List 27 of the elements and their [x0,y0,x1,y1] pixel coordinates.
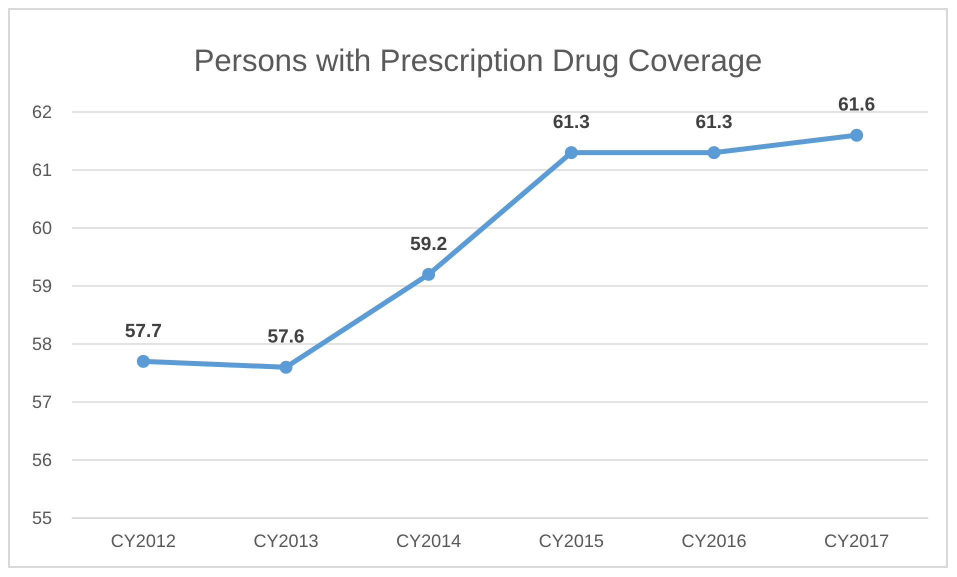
data-label: 59.2 [410,234,448,255]
x-tick-label: CY2013 [253,531,319,551]
data-label: 61.3 [552,112,590,134]
y-tick-label: 57 [32,392,52,412]
point [564,146,578,160]
x-tick-label: CY2017 [824,531,890,551]
data-label: 61.3 [696,112,732,134]
point [422,268,436,281]
x-tick-label: CY2016 [681,531,747,551]
y-tick-label: 56 [32,450,52,470]
y-tick-label: 55 [32,508,52,528]
chart-title: Persons with Prescription Drug Coverage [194,43,762,78]
y-tick-label: 62 [32,102,52,122]
data-label: 61.6 [838,94,876,116]
y-tick-label: 59 [32,276,52,296]
y-tick-label: 60 [32,218,52,238]
y-tick-label: 58 [32,334,52,354]
point [280,360,292,374]
x-tick-label: CY2015 [538,531,604,551]
data-label: 57.7 [124,320,162,342]
x-tick-label: CY2012 [110,531,176,551]
data-label: 57.6 [268,326,304,348]
point [708,146,720,160]
y-tick-label: 61 [32,160,52,180]
point [136,354,150,368]
point [850,128,864,142]
x-tick-label: CY2014 [396,531,462,551]
